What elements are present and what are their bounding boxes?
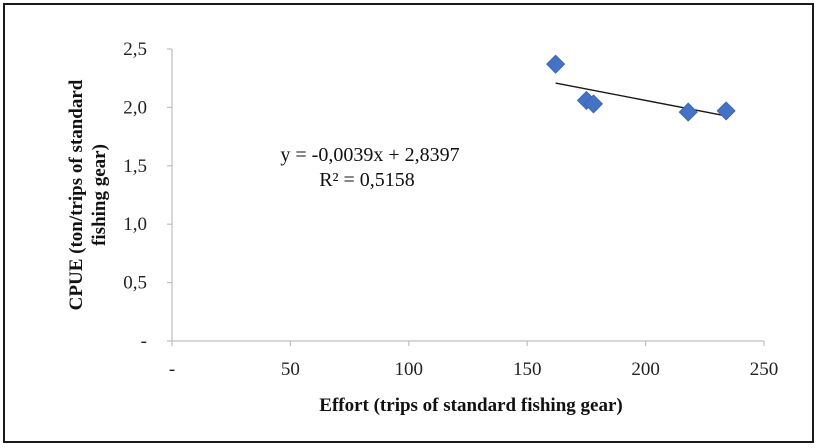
x-tick-label: 100 bbox=[395, 359, 424, 380]
x-axis-title: Effort (trips of standard fishing gear) bbox=[319, 395, 622, 416]
trendline bbox=[555, 82, 727, 117]
y-tick-label: - bbox=[141, 331, 147, 352]
y-ticks: - 0,5 1,0 1,5 2,0 2,5 bbox=[123, 39, 172, 352]
y-tick-label: 2,0 bbox=[123, 97, 147, 118]
data-point bbox=[583, 94, 604, 114]
data-point bbox=[678, 102, 698, 122]
y-tick-label: 0,5 bbox=[123, 273, 147, 294]
y-tick-label: 1,5 bbox=[123, 156, 147, 177]
y-axis-title-line-1: CPUE (ton/trips of standard bbox=[66, 79, 87, 310]
x-ticks: - 50 100 150 200 250 bbox=[169, 341, 778, 380]
x-tick-label: - bbox=[169, 359, 175, 380]
y-axis-title: CPUE (ton/trips of standard fishing gear… bbox=[66, 79, 110, 310]
axes bbox=[171, 49, 764, 342]
trendline-group bbox=[555, 82, 727, 117]
data-points bbox=[546, 54, 736, 122]
y-tick-label: 2,5 bbox=[123, 39, 147, 60]
chart-frame: - 0,5 1,0 1,5 2,0 2,5 - 50 100 150 200 250 y = -0,… bbox=[3, 3, 814, 443]
x-tick-label: 200 bbox=[631, 359, 660, 380]
y-axis-title-line-2: fishing gear) bbox=[89, 144, 110, 246]
data-point bbox=[716, 101, 736, 121]
y-tick-label: 1,0 bbox=[123, 214, 147, 235]
trendline-equation: y = -0,0039x + 2,8397 bbox=[280, 144, 459, 166]
r-squared-label: R² = 0,5158 bbox=[319, 169, 415, 191]
x-tick-label: 150 bbox=[513, 359, 542, 380]
x-tick-label: 50 bbox=[281, 359, 300, 380]
scatter-chart: - 0,5 1,0 1,5 2,0 2,5 - 50 100 150 200 250 y = -0,… bbox=[66, 39, 778, 416]
x-tick-label: 250 bbox=[750, 359, 779, 380]
data-point bbox=[546, 54, 566, 74]
